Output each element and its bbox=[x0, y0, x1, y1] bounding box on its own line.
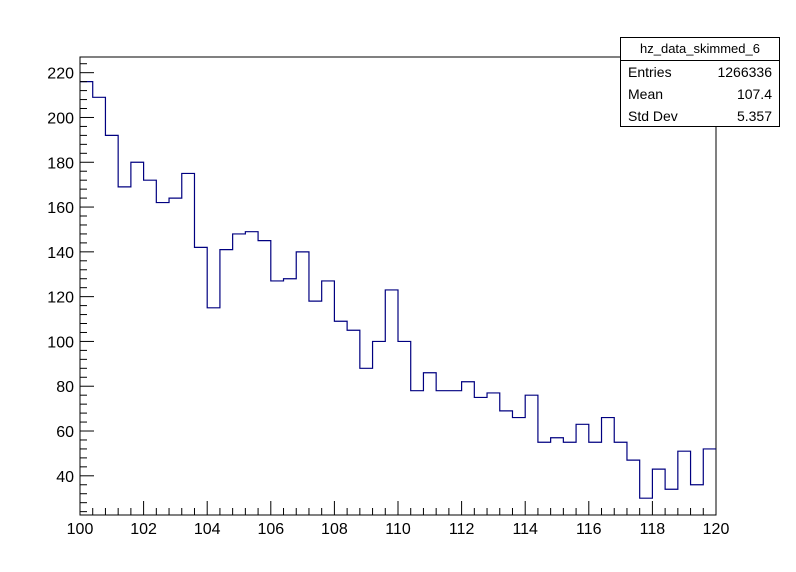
y-tick-label: 120 bbox=[47, 290, 74, 307]
histogram-bin-45 bbox=[652, 469, 665, 515]
histogram-bin-3 bbox=[118, 187, 131, 515]
histogram-bin-40 bbox=[589, 442, 602, 515]
histogram-bin-16 bbox=[284, 279, 297, 515]
histogram-bin-11 bbox=[220, 250, 233, 515]
y-tick-label: 180 bbox=[47, 155, 74, 172]
x-tick-label: 112 bbox=[449, 521, 475, 538]
x-tick-label: 120 bbox=[703, 521, 730, 538]
stats-entries-label: Entries bbox=[628, 64, 672, 80]
histogram-bin-28 bbox=[436, 391, 449, 515]
histogram-bin-33 bbox=[500, 411, 513, 515]
stats-entries-value: 1266336 bbox=[717, 64, 772, 80]
histogram-bin-42 bbox=[614, 442, 627, 515]
histogram-bin-49 bbox=[703, 449, 716, 515]
histogram-bin-39 bbox=[576, 424, 589, 515]
y-tick-label: 40 bbox=[56, 469, 74, 486]
x-tick-label: 114 bbox=[512, 521, 538, 538]
y-tick-label: 160 bbox=[47, 200, 74, 217]
histogram-bin-24 bbox=[385, 290, 398, 515]
histogram-bin-18 bbox=[309, 301, 322, 515]
stats-mean-label: Mean bbox=[628, 86, 664, 102]
histogram-bin-36 bbox=[538, 442, 551, 515]
histogram-bin-19 bbox=[322, 281, 335, 515]
histogram-bin-17 bbox=[296, 252, 309, 515]
histogram-bin-14 bbox=[258, 241, 271, 515]
y-tick-label: 60 bbox=[56, 424, 74, 441]
histogram-bin-48 bbox=[691, 485, 704, 515]
histogram-bin-5 bbox=[144, 180, 157, 515]
histogram-bin-25 bbox=[398, 341, 411, 515]
histogram-bin-6 bbox=[156, 203, 169, 515]
stats-stddev-value: 5.357 bbox=[736, 108, 772, 124]
stats-row-stddev: Std Dev 5.357 bbox=[621, 105, 779, 127]
histogram-bin-38 bbox=[563, 442, 576, 515]
histogram-bin-8 bbox=[182, 173, 195, 515]
histogram-bin-13 bbox=[245, 232, 258, 515]
histogram-bin-27 bbox=[423, 373, 436, 515]
histogram-bin-12 bbox=[233, 234, 246, 515]
x-tick-label: 110 bbox=[385, 521, 411, 538]
histogram-line bbox=[80, 81, 716, 499]
histogram-bin-7 bbox=[169, 198, 182, 515]
stats-box: hz_data_skimmed_6 Entries 1266336 Mean 1… bbox=[620, 37, 780, 127]
histogram-bin-46 bbox=[665, 489, 678, 515]
x-tick-label: 108 bbox=[321, 521, 348, 538]
histogram-bin-22 bbox=[360, 368, 373, 515]
y-tick-label: 220 bbox=[47, 66, 74, 83]
histogram-bin-37 bbox=[551, 438, 564, 515]
stats-row-entries: Entries 1266336 bbox=[621, 61, 779, 83]
histogram-bin-15 bbox=[271, 281, 284, 515]
x-tick-label: 104 bbox=[194, 521, 221, 538]
histogram-bin-1 bbox=[93, 97, 106, 515]
histogram-bin-4 bbox=[131, 162, 144, 515]
x-tick-label: 118 bbox=[640, 521, 666, 538]
histogram-bin-20 bbox=[334, 321, 347, 515]
x-tick-label: 102 bbox=[130, 521, 157, 538]
histogram-bin-29 bbox=[449, 391, 462, 515]
histogram-bin-35 bbox=[525, 395, 538, 515]
histogram-bin-23 bbox=[373, 341, 386, 515]
y-tick-label: 140 bbox=[47, 245, 74, 262]
histogram-bin-9 bbox=[194, 247, 207, 515]
histogram-bin-31 bbox=[474, 397, 487, 515]
x-tick-label: 100 bbox=[67, 521, 94, 538]
histogram-bin-41 bbox=[602, 418, 615, 515]
histogram-bin-0 bbox=[80, 82, 93, 515]
y-tick-label: 80 bbox=[56, 379, 74, 396]
y-tick-label: 200 bbox=[47, 110, 74, 127]
stats-row-mean: Mean 107.4 bbox=[621, 83, 779, 105]
histogram-bin-43 bbox=[627, 460, 640, 515]
x-tick-label: 116 bbox=[576, 521, 602, 538]
stats-histogram-name: hz_data_skimmed_6 bbox=[621, 38, 779, 61]
histogram-bin-21 bbox=[347, 330, 360, 515]
histogram-bin-44 bbox=[640, 498, 653, 515]
histogram-bin-32 bbox=[487, 393, 500, 515]
y-tick-label: 100 bbox=[47, 334, 74, 351]
stats-stddev-label: Std Dev bbox=[628, 108, 678, 124]
histogram-bin-2 bbox=[105, 135, 118, 515]
histogram-bin-30 bbox=[462, 382, 475, 515]
x-tick-label: 106 bbox=[257, 521, 284, 538]
histogram-bin-47 bbox=[678, 451, 691, 515]
histogram-bin-34 bbox=[512, 418, 525, 515]
stats-mean-value: 107.4 bbox=[736, 86, 772, 102]
histogram-bin-10 bbox=[207, 308, 220, 515]
histogram-bin-26 bbox=[411, 391, 424, 515]
